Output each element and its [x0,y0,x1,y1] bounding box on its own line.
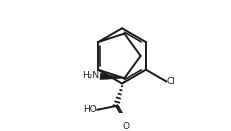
Text: Cl: Cl [166,77,175,86]
Text: HO: HO [82,105,96,114]
Text: H₂N: H₂N [81,71,98,80]
Polygon shape [100,73,124,80]
Text: O: O [122,122,129,131]
